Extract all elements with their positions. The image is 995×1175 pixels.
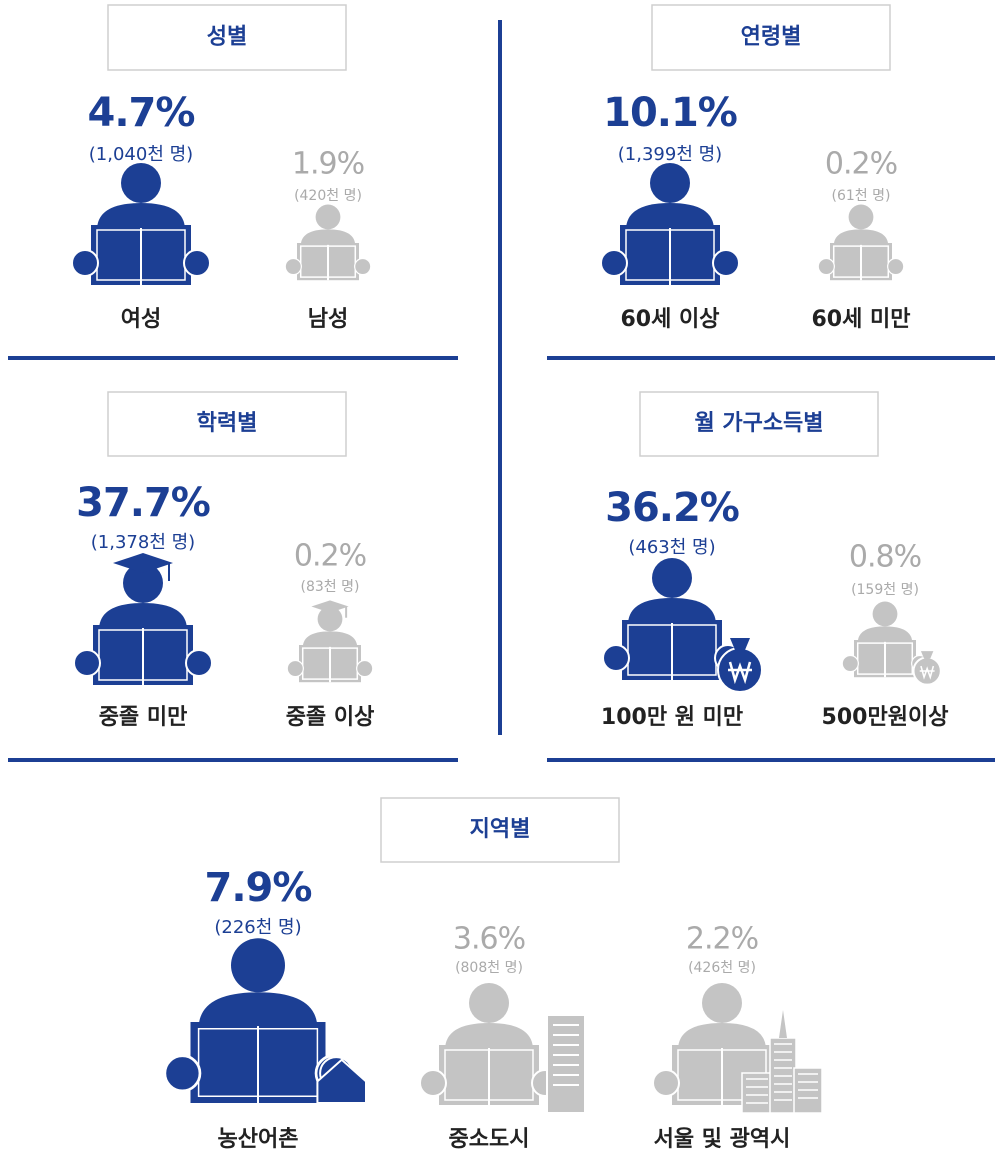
percent: 1.9% (292, 147, 364, 182)
section-title: 월 가구소득별 (694, 411, 823, 436)
reader-icon (72, 163, 210, 285)
item-label: 100만 원 미만 (601, 705, 743, 730)
percent: 2.2% (686, 922, 758, 957)
percent: 37.7% (76, 480, 210, 526)
reader-icon (601, 163, 739, 285)
count: (463천 명) (628, 537, 715, 558)
count: (61천 명) (832, 188, 891, 204)
hand (713, 250, 739, 276)
head (873, 602, 898, 627)
count: (808천 명) (455, 960, 523, 976)
percent: 36.2% (605, 485, 739, 531)
head (231, 938, 285, 992)
item-label: 중졸 미만 (99, 705, 188, 730)
percent: 4.7% (88, 90, 195, 136)
count: (159천 명) (851, 582, 919, 598)
hand (653, 1070, 679, 1096)
head (702, 983, 742, 1023)
item-label: 여성 (121, 307, 161, 332)
hand (74, 650, 100, 676)
item-label: 서울 및 광역시 (654, 1127, 791, 1152)
reader-icon (285, 205, 371, 281)
reader-icon (74, 553, 212, 685)
percent: 0.2% (294, 539, 366, 574)
hand (165, 1056, 200, 1091)
hand (285, 259, 301, 275)
item-label: 농산어촌 (218, 1127, 299, 1152)
item-label: 남성 (308, 307, 348, 332)
grad-cap (311, 600, 348, 612)
head (316, 205, 341, 230)
head (650, 163, 690, 203)
reader-icon (420, 983, 585, 1113)
hand (355, 259, 371, 275)
hand (420, 1070, 446, 1096)
reader-icon (603, 558, 762, 692)
item-label: 60세 미만 (812, 307, 911, 332)
head (849, 205, 874, 230)
section-title: 연령별 (741, 25, 802, 50)
item-label: 500만원이상 (822, 705, 949, 730)
count: (1,378천 명) (91, 532, 195, 553)
reader-icon (165, 938, 366, 1103)
hand (184, 250, 210, 276)
percent: 0.8% (849, 540, 921, 575)
head (121, 163, 161, 203)
section-title: 지역별 (470, 817, 531, 842)
reader-icon (287, 600, 373, 682)
spire (779, 1010, 787, 1038)
head (652, 558, 692, 598)
hand (818, 259, 834, 275)
percent: 7.9% (205, 865, 312, 911)
reader-icon (818, 205, 904, 281)
count: (426천 명) (688, 960, 756, 976)
infographic: 성별 4.7% (1,040천 명) 여성 1.9% (420천 명) 남성 연령별 10.1%… (0, 0, 995, 1171)
hand (603, 645, 629, 671)
reader-icon (653, 983, 822, 1113)
percent: 0.2% (825, 147, 897, 182)
item-label: 60세 이상 (621, 307, 720, 332)
section-title: 학력별 (197, 411, 258, 436)
hand (888, 259, 904, 275)
hand (357, 661, 373, 677)
percent: 3.6% (453, 922, 525, 957)
hand (601, 250, 627, 276)
count: (420천 명) (294, 188, 362, 204)
hand (842, 656, 858, 672)
hand (186, 650, 212, 676)
section-title: 성별 (207, 25, 247, 50)
head (469, 983, 509, 1023)
count: (1,399천 명) (618, 144, 722, 165)
count: (226천 명) (214, 917, 301, 938)
reader-icon (842, 602, 941, 685)
grad-cap (113, 553, 173, 573)
percent: 10.1% (603, 90, 737, 136)
hand (72, 250, 98, 276)
count: (1,040천 명) (89, 144, 193, 165)
item-label: 중졸 이상 (286, 705, 375, 730)
item-label: 중소도시 (449, 1127, 530, 1152)
count: (83천 명) (301, 579, 360, 595)
hand (287, 661, 303, 677)
